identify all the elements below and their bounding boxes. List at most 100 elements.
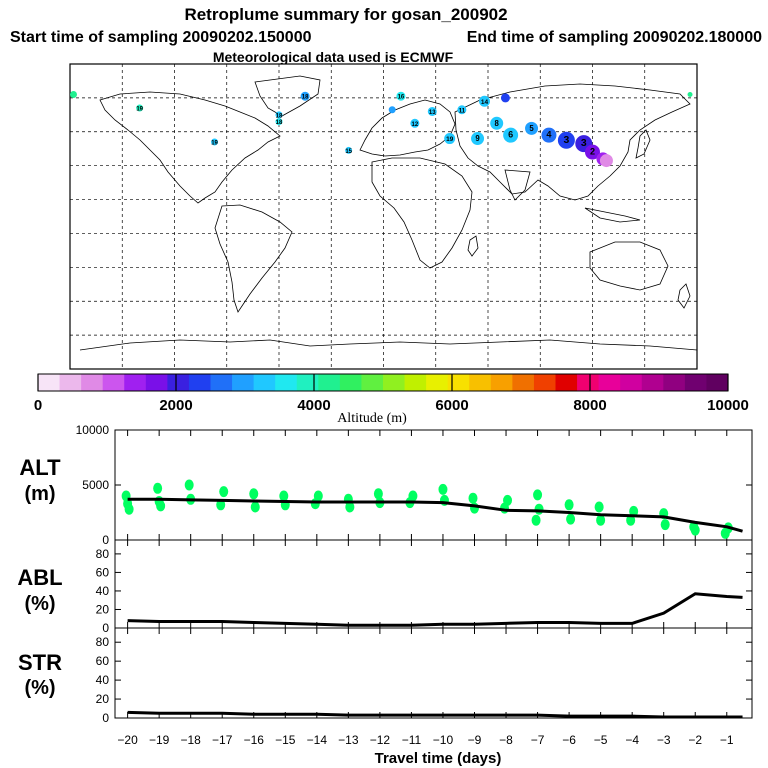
colorbar-cell — [38, 374, 61, 391]
colorbar-cell — [469, 374, 492, 391]
colorbar-cell — [59, 374, 82, 391]
plume-marker-label: 14 — [481, 99, 489, 106]
plume-marker-label: 19 — [211, 140, 218, 146]
plume-marker-label: 3 — [581, 138, 587, 149]
x-tick-label: −5 — [594, 733, 608, 747]
colorbar-cell — [253, 374, 276, 391]
str-ytick-label: 60 — [96, 654, 110, 668]
colorbar-cell — [232, 374, 255, 391]
abl-ytick-label: 0 — [102, 621, 109, 635]
alt-scatter-point — [626, 514, 636, 526]
plume-marker-label: 16 — [398, 95, 405, 101]
plume-marker-label: 11 — [459, 108, 466, 114]
plume-marker-label: 2 — [590, 147, 595, 157]
alt-series-line — [127, 497, 743, 533]
x-tick-label: −7 — [531, 733, 545, 747]
plume-marker-label: 19 — [446, 136, 454, 143]
abl-title: ABL — [17, 565, 62, 590]
str-units: (%) — [24, 677, 55, 699]
alt-scatter-point — [219, 486, 229, 498]
plume-marker — [525, 121, 539, 135]
x-tick-label: −16 — [244, 733, 265, 747]
colorbar-cell — [533, 374, 556, 391]
alt-scatter-point — [124, 503, 134, 515]
plume-marker — [427, 106, 437, 116]
plume-marker-label: 3 — [563, 135, 569, 146]
alt-scatter-point — [594, 501, 604, 513]
plume-marker — [410, 118, 420, 128]
str-panel: STR(%) 0 20 40 60 80 — [18, 627, 753, 725]
alt-ytick-label: 0 — [102, 533, 109, 547]
x-tick-label: −14 — [307, 733, 328, 747]
plume-marker-label: 18 — [276, 120, 283, 126]
abl-series-line — [127, 592, 743, 627]
colorbar-cell — [684, 374, 707, 391]
alt-panel: ALT (m) 0 5000 10000 — [19, 423, 753, 547]
abl-ytick-label: 60 — [96, 565, 110, 579]
alt-scatter-point — [216, 499, 226, 511]
plume-markers: 191818181516121319119148654332119 — [69, 91, 693, 168]
colorbar-cell — [426, 374, 449, 391]
met-data-label: Meteorological data used is ECMWF — [213, 49, 454, 65]
map-gridlines — [70, 64, 697, 369]
x-tick-label: −9 — [468, 733, 482, 747]
alt-title: ALT — [19, 455, 61, 480]
alt-scatter-point — [531, 514, 541, 526]
colorbar-tick-label: 6000 — [435, 397, 468, 414]
colorbar-cell — [383, 374, 406, 391]
alt-ytick-label: 10000 — [76, 423, 110, 437]
x-tick-label: −11 — [402, 733, 422, 747]
x-tick-label: −3 — [657, 733, 671, 747]
alt-scatter-point — [249, 488, 259, 500]
x-tick-label: −4 — [625, 733, 639, 747]
colorbar-cell — [167, 374, 190, 391]
plume-marker — [444, 133, 456, 145]
plume-marker-label: 4 — [546, 130, 552, 140]
plume-marker — [300, 91, 310, 101]
coastlines — [79, 75, 698, 351]
colorbar-cell — [124, 374, 147, 391]
colorbar-cell — [663, 374, 686, 391]
alt-frame — [114, 429, 753, 541]
colorbar-cell — [447, 374, 470, 391]
plume-marker-label: 6 — [508, 130, 513, 140]
alt-scatter-point — [250, 501, 260, 513]
alt-scatter-point — [629, 505, 639, 517]
colorbar-cell — [620, 374, 643, 391]
plume-marker — [275, 118, 283, 126]
colorbar-tick-label: 10000 — [707, 397, 749, 414]
plume-marker-label: 5 — [529, 124, 534, 133]
plume-marker — [345, 146, 353, 154]
colorbar-cell — [706, 374, 729, 391]
alt-scatter-point — [690, 524, 700, 536]
colorbar-cell — [598, 374, 621, 391]
plume-marker — [599, 154, 613, 168]
x-tick-label: −10 — [433, 733, 454, 747]
plume-marker — [211, 138, 219, 146]
figure-title: Retroplume summary for gosan_200902 — [184, 5, 507, 24]
colorbar-label: Altitude (m) — [337, 411, 407, 426]
world-map: 191818181516121319119148654332119 — [69, 63, 698, 370]
colorbar-cell — [577, 374, 600, 391]
colorbar-cell — [188, 374, 211, 391]
plume-marker-label: 15 — [345, 149, 352, 155]
x-tick-label: −20 — [117, 733, 138, 747]
abl-ytick-label: 20 — [96, 602, 110, 616]
colorbar-cell — [404, 374, 427, 391]
plume-marker-label: 13 — [429, 110, 436, 116]
alt-scatter-point — [438, 483, 448, 495]
alt-scatter-point — [566, 513, 576, 525]
plume-marker — [457, 105, 467, 115]
plume-marker-label: 18 — [276, 113, 283, 119]
alt-scatter-point — [184, 479, 194, 491]
colorbar-tick-label: 4000 — [297, 397, 330, 414]
plume-marker — [69, 91, 77, 98]
colorbar-cell — [490, 374, 513, 391]
colorbar-cell — [275, 374, 298, 391]
plume-marker — [388, 106, 396, 114]
str-ytick-label: 0 — [102, 711, 109, 725]
alt-scatter-point — [310, 498, 320, 510]
str-series-line — [127, 710, 743, 719]
colorbar-ticks: 0 2000 4000 6000 8000 10000 — [34, 374, 749, 414]
